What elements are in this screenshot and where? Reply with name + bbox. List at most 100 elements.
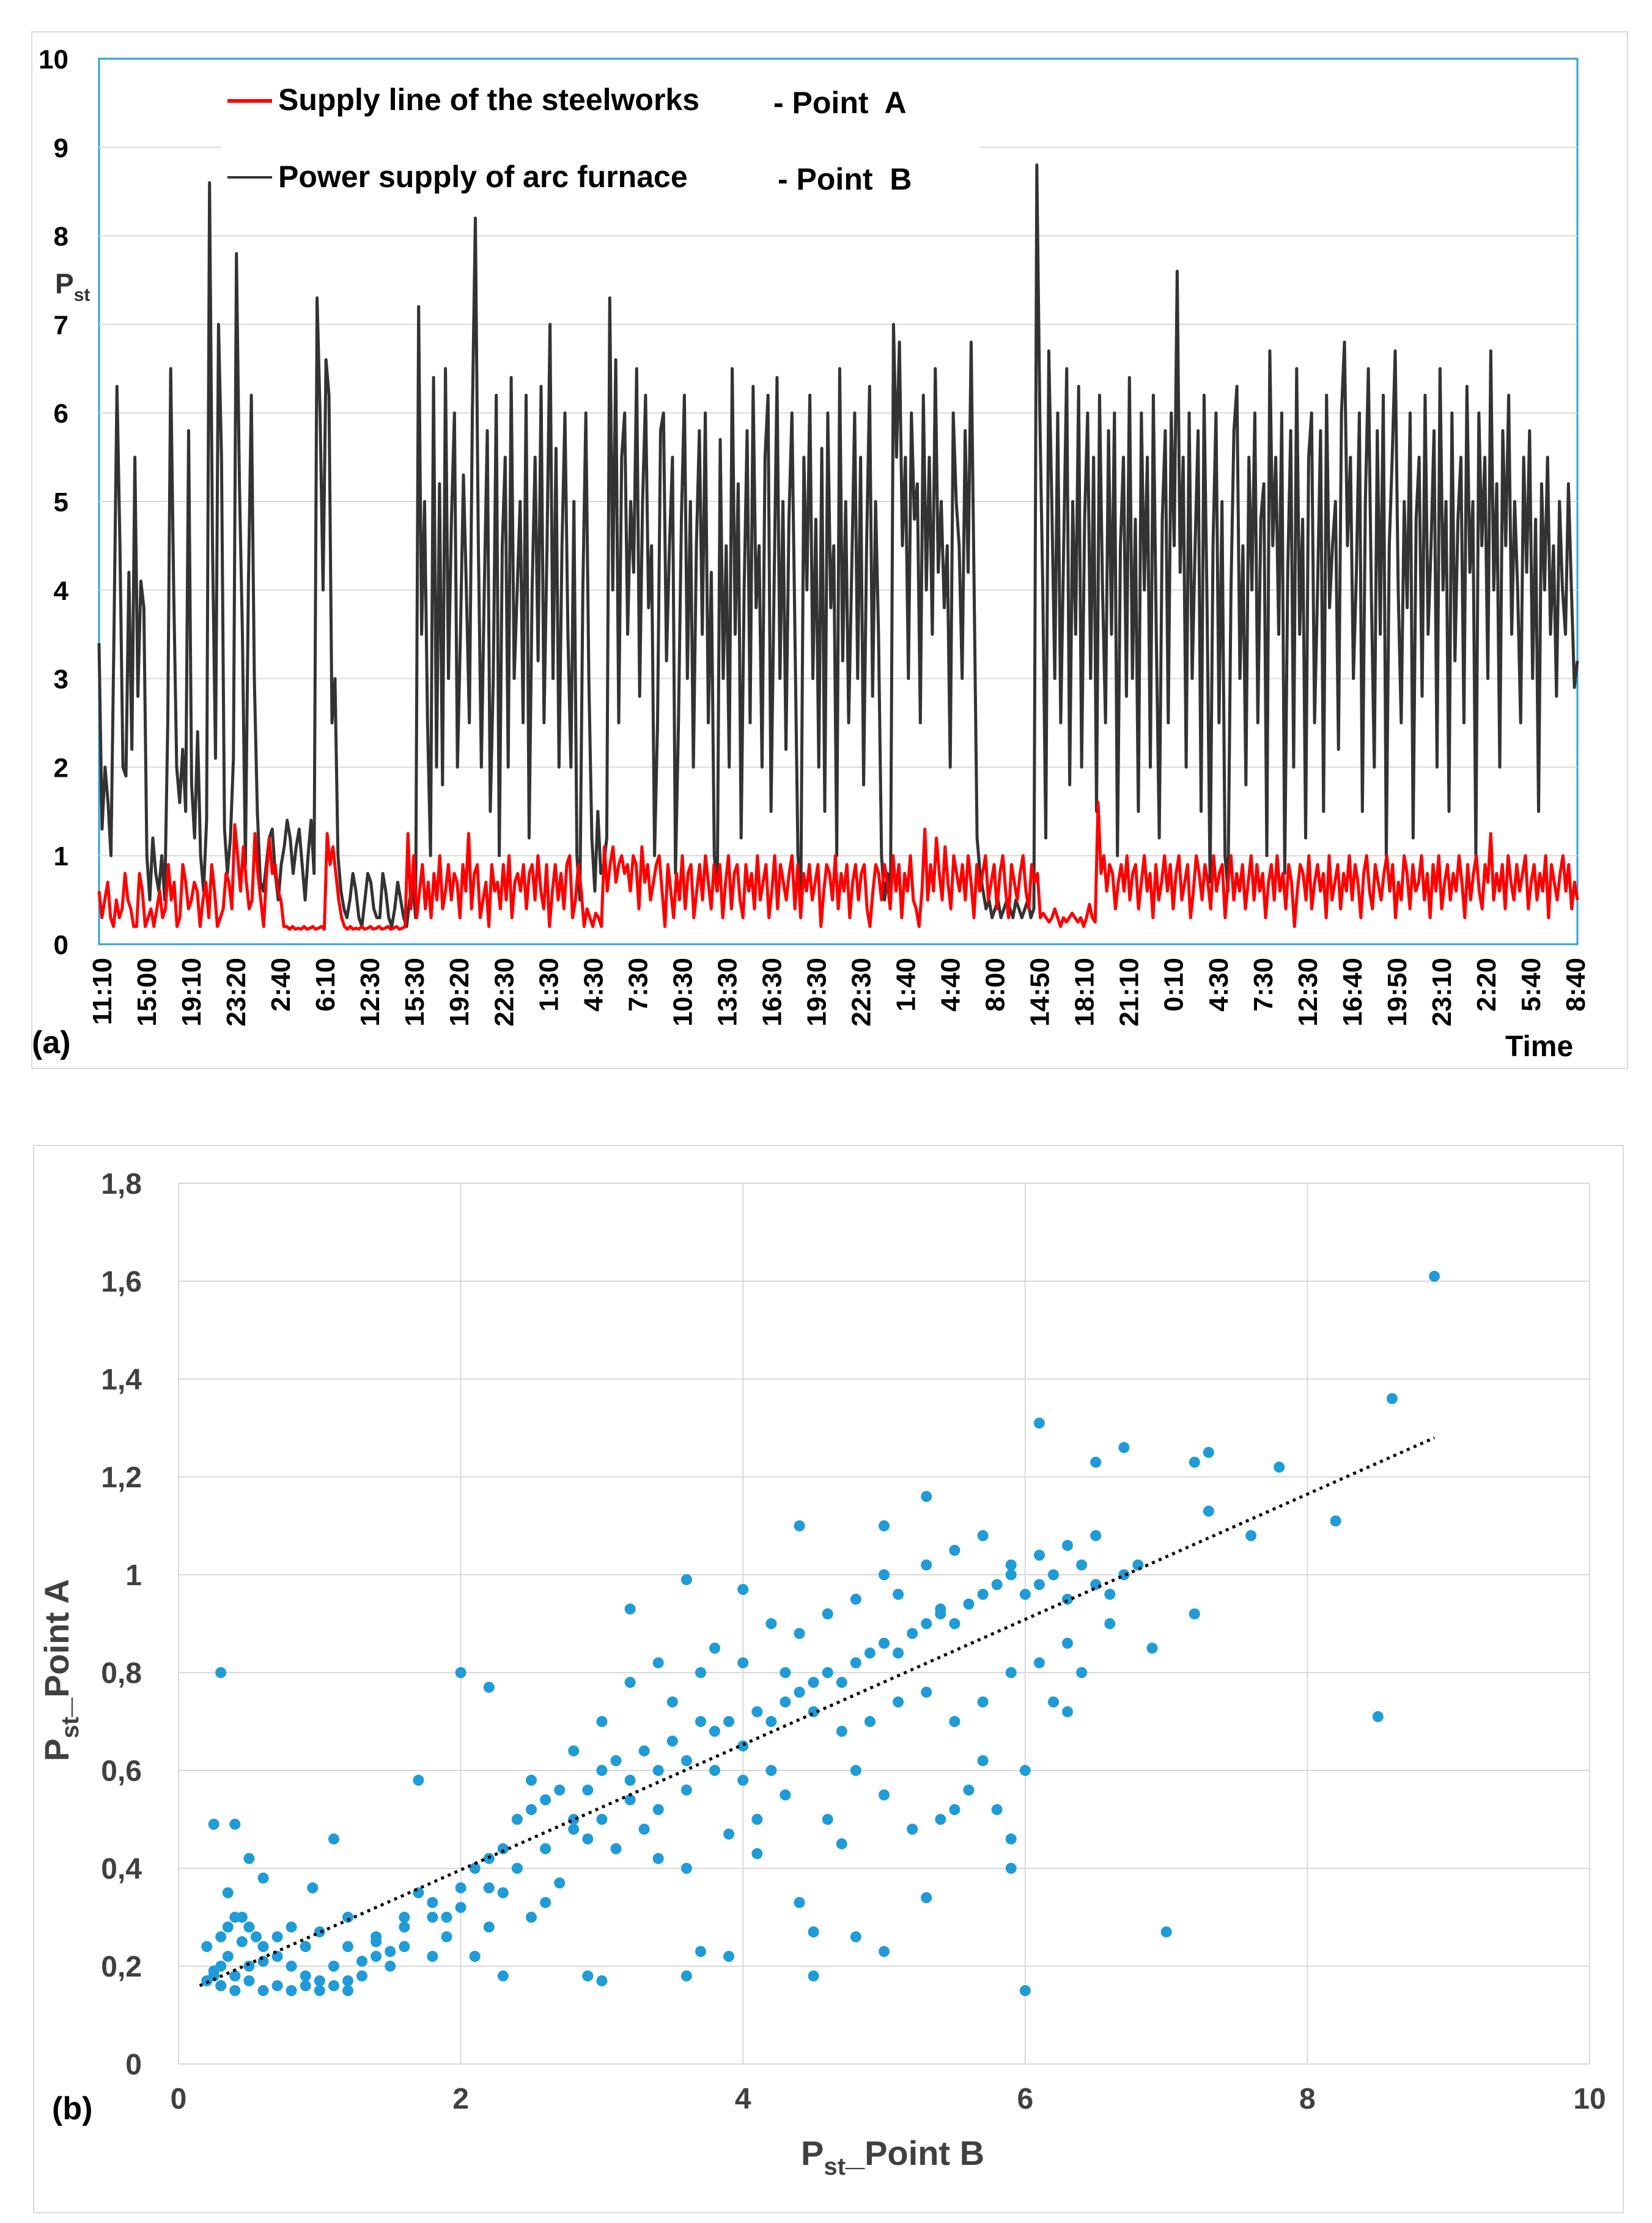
scatter-point xyxy=(991,1804,1003,1815)
panel-b-y-tick-labels: 0 0,2 0,4 0,6 0,8 1 1,2 1,4 1,6 1,8 xyxy=(101,1168,142,2081)
legend-box xyxy=(221,72,979,213)
panel-b-x-axis-label: Pst_Point B xyxy=(801,2134,984,2180)
scatter-point xyxy=(568,1824,580,1835)
panel-a-x-tick-labels: 11:10 15:00 19:10 23:20 2:40 6:10 12:30 15:30 19… xyxy=(87,958,1591,1027)
scatter-point xyxy=(208,1819,219,1830)
scatter-point xyxy=(1062,1540,1073,1551)
panel-b-y-tick-label: 1,4 xyxy=(101,1364,142,1396)
scatter-point xyxy=(1076,1667,1088,1678)
panel-a-x-tick-label: 15:30 xyxy=(400,958,430,1027)
scatter-point xyxy=(413,1775,424,1786)
scatter-point xyxy=(342,1941,353,1952)
scatter-point xyxy=(977,1755,989,1766)
scatter-point xyxy=(850,1931,861,1942)
scatter-point xyxy=(652,1804,664,1815)
scatter-point xyxy=(1062,1594,1073,1605)
scatter-point xyxy=(991,1579,1003,1590)
scatter-point xyxy=(836,1726,847,1737)
panel-a-y-tick-label: 10 xyxy=(39,45,68,75)
scatter-point xyxy=(907,1628,918,1639)
scatter-point xyxy=(949,1545,961,1556)
scatter-chart-panel: 0 0,2 0,4 0,6 0,8 1 1,2 1,4 1,6 1,8 0 2 4 6 8 10 Pst_P… xyxy=(33,1145,1624,2213)
scatter-point xyxy=(652,1853,664,1864)
scatter-point xyxy=(371,1931,382,1942)
scatter-point xyxy=(328,1833,339,1844)
time-series-chart-panel: 0 1 2 3 4 5 6 7 8 9 10 11:10 15:00 19:10 23:20 2:40 6:1… xyxy=(31,31,1628,1069)
scatter-point xyxy=(582,1833,594,1844)
scatter-point xyxy=(1189,1457,1200,1468)
scatter-point xyxy=(723,1951,735,1962)
panel-b-y-tick-label: 1,8 xyxy=(101,1168,142,1200)
legend-point-supply-line: - Point A xyxy=(773,86,907,120)
scatter-point xyxy=(243,1922,255,1933)
scatter-point xyxy=(977,1530,989,1541)
scatter-point xyxy=(427,1912,438,1923)
scatter-point xyxy=(554,1785,566,1796)
scatter-point xyxy=(610,1755,622,1766)
scatter-point xyxy=(949,1618,961,1629)
scatter-point xyxy=(328,1980,339,1991)
scatter-point xyxy=(483,1882,495,1893)
panel-a-x-tick-label: 4:30 xyxy=(578,958,608,1012)
scatter-point xyxy=(822,1667,833,1678)
scatter-point xyxy=(1203,1447,1214,1458)
scatter-point xyxy=(300,1941,311,1952)
scatter-point xyxy=(526,1804,537,1815)
scatter-point xyxy=(680,1574,692,1585)
scatter-point xyxy=(1189,1608,1200,1619)
panel-a-x-tick-label: 14:50 xyxy=(1025,958,1055,1027)
scatter-point xyxy=(356,1970,367,1981)
scatter-point xyxy=(1330,1515,1341,1526)
scatter-point xyxy=(371,1951,382,1962)
panel-a-x-tick-label: 23:20 xyxy=(221,958,251,1027)
scatter-point xyxy=(1062,1706,1073,1717)
scatter-point xyxy=(624,1794,636,1805)
scatter-point xyxy=(836,1838,847,1849)
scatter-point xyxy=(222,1951,234,1962)
scatter-point xyxy=(850,1594,861,1605)
scatter-point xyxy=(836,1677,847,1688)
scatter-point xyxy=(624,1775,636,1786)
panel-b-scatter-points xyxy=(201,1271,1440,1996)
panel-a-x-tick-label: 19:50 xyxy=(1382,958,1412,1027)
scatter-point xyxy=(695,1946,706,1957)
scatter-point xyxy=(236,1936,248,1947)
scatter-point xyxy=(215,1961,227,1972)
panel-a-x-tick-label: 12:30 xyxy=(355,958,385,1027)
scatter-point xyxy=(1005,1667,1017,1678)
scatter-point xyxy=(850,1657,861,1668)
panel-a-x-tick-label: 16:30 xyxy=(757,958,787,1027)
scatter-point xyxy=(243,1975,255,1986)
panel-a-x-tick-label: 21:10 xyxy=(1115,958,1145,1027)
scatter-point xyxy=(737,1584,749,1595)
scatter-point xyxy=(300,1970,311,1981)
panel-b-y-tick-label: 1,2 xyxy=(101,1462,142,1494)
scatter-point xyxy=(709,1765,720,1776)
scatter-point xyxy=(879,1946,890,1957)
scatter-point xyxy=(1160,1926,1172,1937)
scatter-point xyxy=(582,1970,594,1981)
scatter-point xyxy=(751,1814,763,1825)
scatter-point xyxy=(963,1785,975,1796)
scatter-point xyxy=(864,1716,876,1727)
scatter-point xyxy=(709,1643,720,1654)
scatter-point xyxy=(427,1951,438,1962)
scatter-point xyxy=(1005,1559,1017,1570)
scatter-point xyxy=(201,1941,213,1952)
scatter-point xyxy=(666,1696,678,1707)
scatter-point xyxy=(808,1677,819,1688)
scatter-point xyxy=(314,1975,325,1986)
scatter-point xyxy=(737,1775,749,1786)
scatter-point xyxy=(949,1716,961,1727)
scatter-point xyxy=(864,1648,876,1659)
scatter-point xyxy=(385,1946,396,1957)
scatter-point xyxy=(680,1970,692,1981)
scatter-point xyxy=(652,1765,664,1776)
panel-a-y-axis-label: Pst xyxy=(55,268,90,305)
scatter-point xyxy=(624,1677,636,1688)
scatter-point xyxy=(680,1785,692,1796)
scatter-point xyxy=(1118,1442,1130,1453)
legend-label-arc-furnace: Power supply of arc furnace xyxy=(278,160,688,194)
scatter-point xyxy=(1090,1579,1102,1590)
panel-b-x-tick-label: 4 xyxy=(735,2083,751,2115)
